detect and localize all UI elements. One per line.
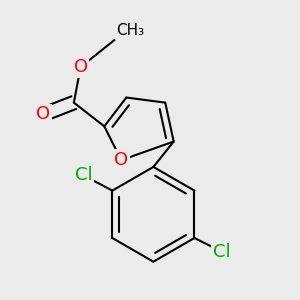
Text: Cl: Cl: [75, 167, 92, 184]
Text: Cl: Cl: [213, 242, 230, 260]
Text: CH₃: CH₃: [116, 23, 144, 38]
Text: O: O: [114, 151, 128, 169]
Text: O: O: [74, 58, 88, 76]
Text: O: O: [36, 106, 50, 124]
